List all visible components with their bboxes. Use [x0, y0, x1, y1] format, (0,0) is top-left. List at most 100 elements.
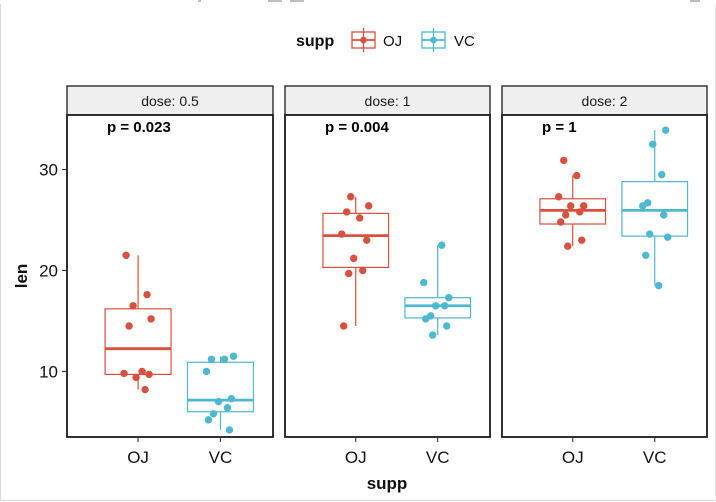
- data-point: [567, 202, 575, 210]
- data-point: [122, 251, 130, 260]
- legend-title: supp: [296, 33, 334, 50]
- x-tick-label-vc: VC: [643, 448, 667, 467]
- legend-key-vc: [421, 28, 446, 52]
- facet-panel-dose-1: dose: 1 p = 0.004 OJ VC: [284, 85, 491, 467]
- box-vc-dose-1: [404, 241, 472, 339]
- x-tick-label-oj: OJ: [127, 448, 149, 467]
- facet-strip: [501, 85, 708, 116]
- facet-panel-dose-0.5: dose: 0.5 p = 0.023 OJ VC: [66, 85, 274, 467]
- data-point: [655, 281, 663, 290]
- data-point: [141, 385, 149, 394]
- legend-label-vc: VC: [454, 33, 475, 50]
- data-point: [555, 193, 563, 201]
- data-point: [445, 294, 453, 302]
- data-point: [562, 211, 570, 219]
- data-point: [223, 404, 232, 412]
- data-point: [209, 410, 218, 418]
- data-point: [438, 241, 446, 249]
- data-point: [576, 208, 584, 216]
- data-point: [646, 230, 654, 238]
- data-point: [356, 214, 364, 222]
- iqr-box: [621, 181, 689, 237]
- x-axis-title: supp: [367, 474, 408, 493]
- box-oj-dose-1: [322, 193, 390, 330]
- data-point: [343, 208, 351, 216]
- y-tick-label-20: 20: [39, 261, 58, 280]
- p-value-label: p = 0.004: [325, 119, 389, 136]
- data-point: [664, 233, 672, 241]
- facet-strip-label: dose: 0.5: [141, 93, 199, 109]
- data-point: [560, 156, 568, 165]
- data-point: [359, 266, 367, 275]
- facet-panel-dose-2: dose: 2 p = 1 OJ VC: [501, 85, 708, 467]
- data-point: [443, 322, 451, 330]
- data-point: [660, 211, 668, 219]
- data-point: [580, 202, 588, 210]
- facet-strip: [66, 85, 274, 116]
- x-tick-label-oj: OJ: [345, 448, 367, 467]
- x-tick-label-oj: OJ: [562, 448, 584, 467]
- data-point: [578, 236, 586, 244]
- data-point: [347, 193, 355, 201]
- y-tick-label-10: 10: [39, 362, 58, 381]
- box-oj-dose-2: [539, 156, 607, 250]
- data-point: [350, 254, 358, 263]
- legend-key-oj: [351, 28, 376, 52]
- data-point: [340, 322, 348, 330]
- data-point: [125, 322, 133, 330]
- data-point: [214, 397, 223, 406]
- data-point: [557, 218, 565, 226]
- data-point: [422, 315, 430, 323]
- data-point: [649, 140, 657, 148]
- box-oj-dose-0.5: [104, 251, 172, 394]
- data-point: [365, 202, 373, 210]
- data-point: [429, 331, 437, 339]
- facet-strip-label: dose: 2: [582, 93, 628, 109]
- legend-label-oj: OJ: [383, 33, 402, 50]
- window-top-edge: [0, 0, 716, 4]
- data-point: [202, 367, 211, 376]
- facet-strip-label: dose: 1: [365, 93, 411, 109]
- y-axis-title: len: [12, 264, 31, 289]
- data-point: [129, 302, 137, 310]
- legend: supp OJ VC: [296, 28, 475, 52]
- data-point: [145, 370, 153, 379]
- data-point: [143, 290, 151, 299]
- data-point: [147, 315, 155, 323]
- data-point: [441, 302, 449, 310]
- data-point: [207, 355, 216, 363]
- panel-border: [501, 114, 708, 438]
- data-point: [220, 355, 229, 363]
- data-point: [338, 230, 346, 238]
- data-point: [564, 242, 572, 250]
- data-point: [363, 236, 371, 244]
- data-point: [573, 171, 581, 180]
- box-vc-dose-2: [621, 126, 689, 290]
- box-vc-dose-0.5: [186, 352, 255, 434]
- data-point: [432, 302, 440, 310]
- data-point: [229, 352, 238, 360]
- facet-panels: dose: 0.5 p = 0.023 OJ VC dose: 1 p = 0.004 OJ…: [66, 85, 708, 467]
- p-value-label: p = 0.023: [107, 119, 171, 136]
- facet-strip: [284, 85, 491, 116]
- data-point: [345, 269, 353, 278]
- data-point: [642, 251, 650, 260]
- iqr-box: [104, 308, 172, 376]
- x-tick-label-vc: VC: [426, 448, 450, 467]
- data-point: [658, 170, 666, 179]
- y-tick-label-30: 30: [39, 161, 58, 180]
- x-tick-label-vc: VC: [209, 448, 233, 467]
- data-point: [132, 373, 140, 382]
- data-point: [662, 126, 670, 134]
- data-point: [225, 426, 234, 434]
- panel-border: [284, 114, 491, 438]
- data-point: [138, 367, 146, 376]
- data-point: [120, 369, 128, 378]
- data-point: [204, 416, 213, 424]
- data-point: [227, 394, 236, 403]
- y-axis: 10 20 30: [39, 161, 67, 381]
- data-point: [420, 278, 428, 287]
- p-value-label: p = 1: [542, 119, 577, 136]
- data-point: [639, 202, 647, 210]
